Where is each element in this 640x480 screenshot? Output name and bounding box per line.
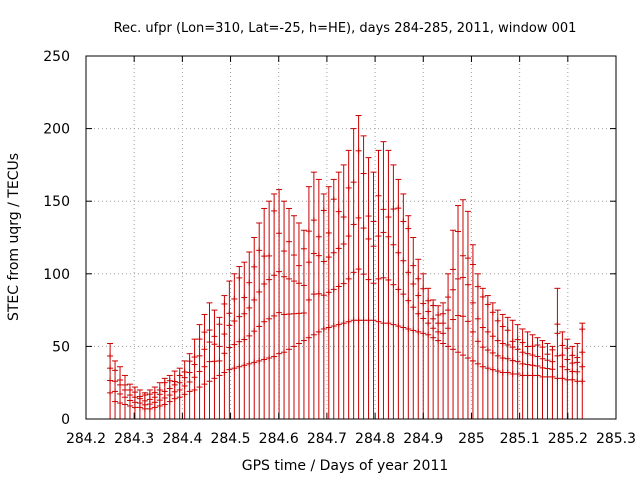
data-layer xyxy=(107,115,586,419)
x-axis-title: GPS time / Days of year 2011 xyxy=(242,458,449,474)
x-tick-label: 285.1 xyxy=(500,431,540,447)
plot-frame xyxy=(85,55,617,420)
chart-title: Rec. ufpr (Lon=310, Lat=-25, h=HE), days… xyxy=(114,21,577,36)
x-tick-label: 284.9 xyxy=(403,431,443,447)
y-tick-label: 0 xyxy=(61,412,70,428)
y-tick-label: 150 xyxy=(43,194,70,210)
ticks: 284.2 284.3 284.4 284.5 284.6 284.7 284.8 284.9… xyxy=(43,49,636,447)
y-axis-title: STEC from uqrg / TECUs xyxy=(6,153,22,321)
y-tick-label: 200 xyxy=(43,122,70,138)
x-tick-label: 285.2 xyxy=(548,431,588,447)
x-tick-label: 284.5 xyxy=(210,431,250,447)
x-tick-label: 284.3 xyxy=(114,431,154,447)
y-tick-label: 50 xyxy=(52,339,70,355)
x-tick-label: 284.7 xyxy=(307,431,347,447)
x-tick-label: 285.3 xyxy=(596,431,636,447)
y-tick-label: 250 xyxy=(43,49,70,65)
x-tick-label: 284.4 xyxy=(162,431,202,447)
x-tick-label: 284.6 xyxy=(259,431,299,447)
x-tick-label: 284.2 xyxy=(66,431,106,447)
grid xyxy=(86,56,616,419)
y-tick-label: 100 xyxy=(43,267,70,283)
x-tick-label: 285 xyxy=(458,431,485,447)
x-tick-label: 284.8 xyxy=(355,431,395,447)
